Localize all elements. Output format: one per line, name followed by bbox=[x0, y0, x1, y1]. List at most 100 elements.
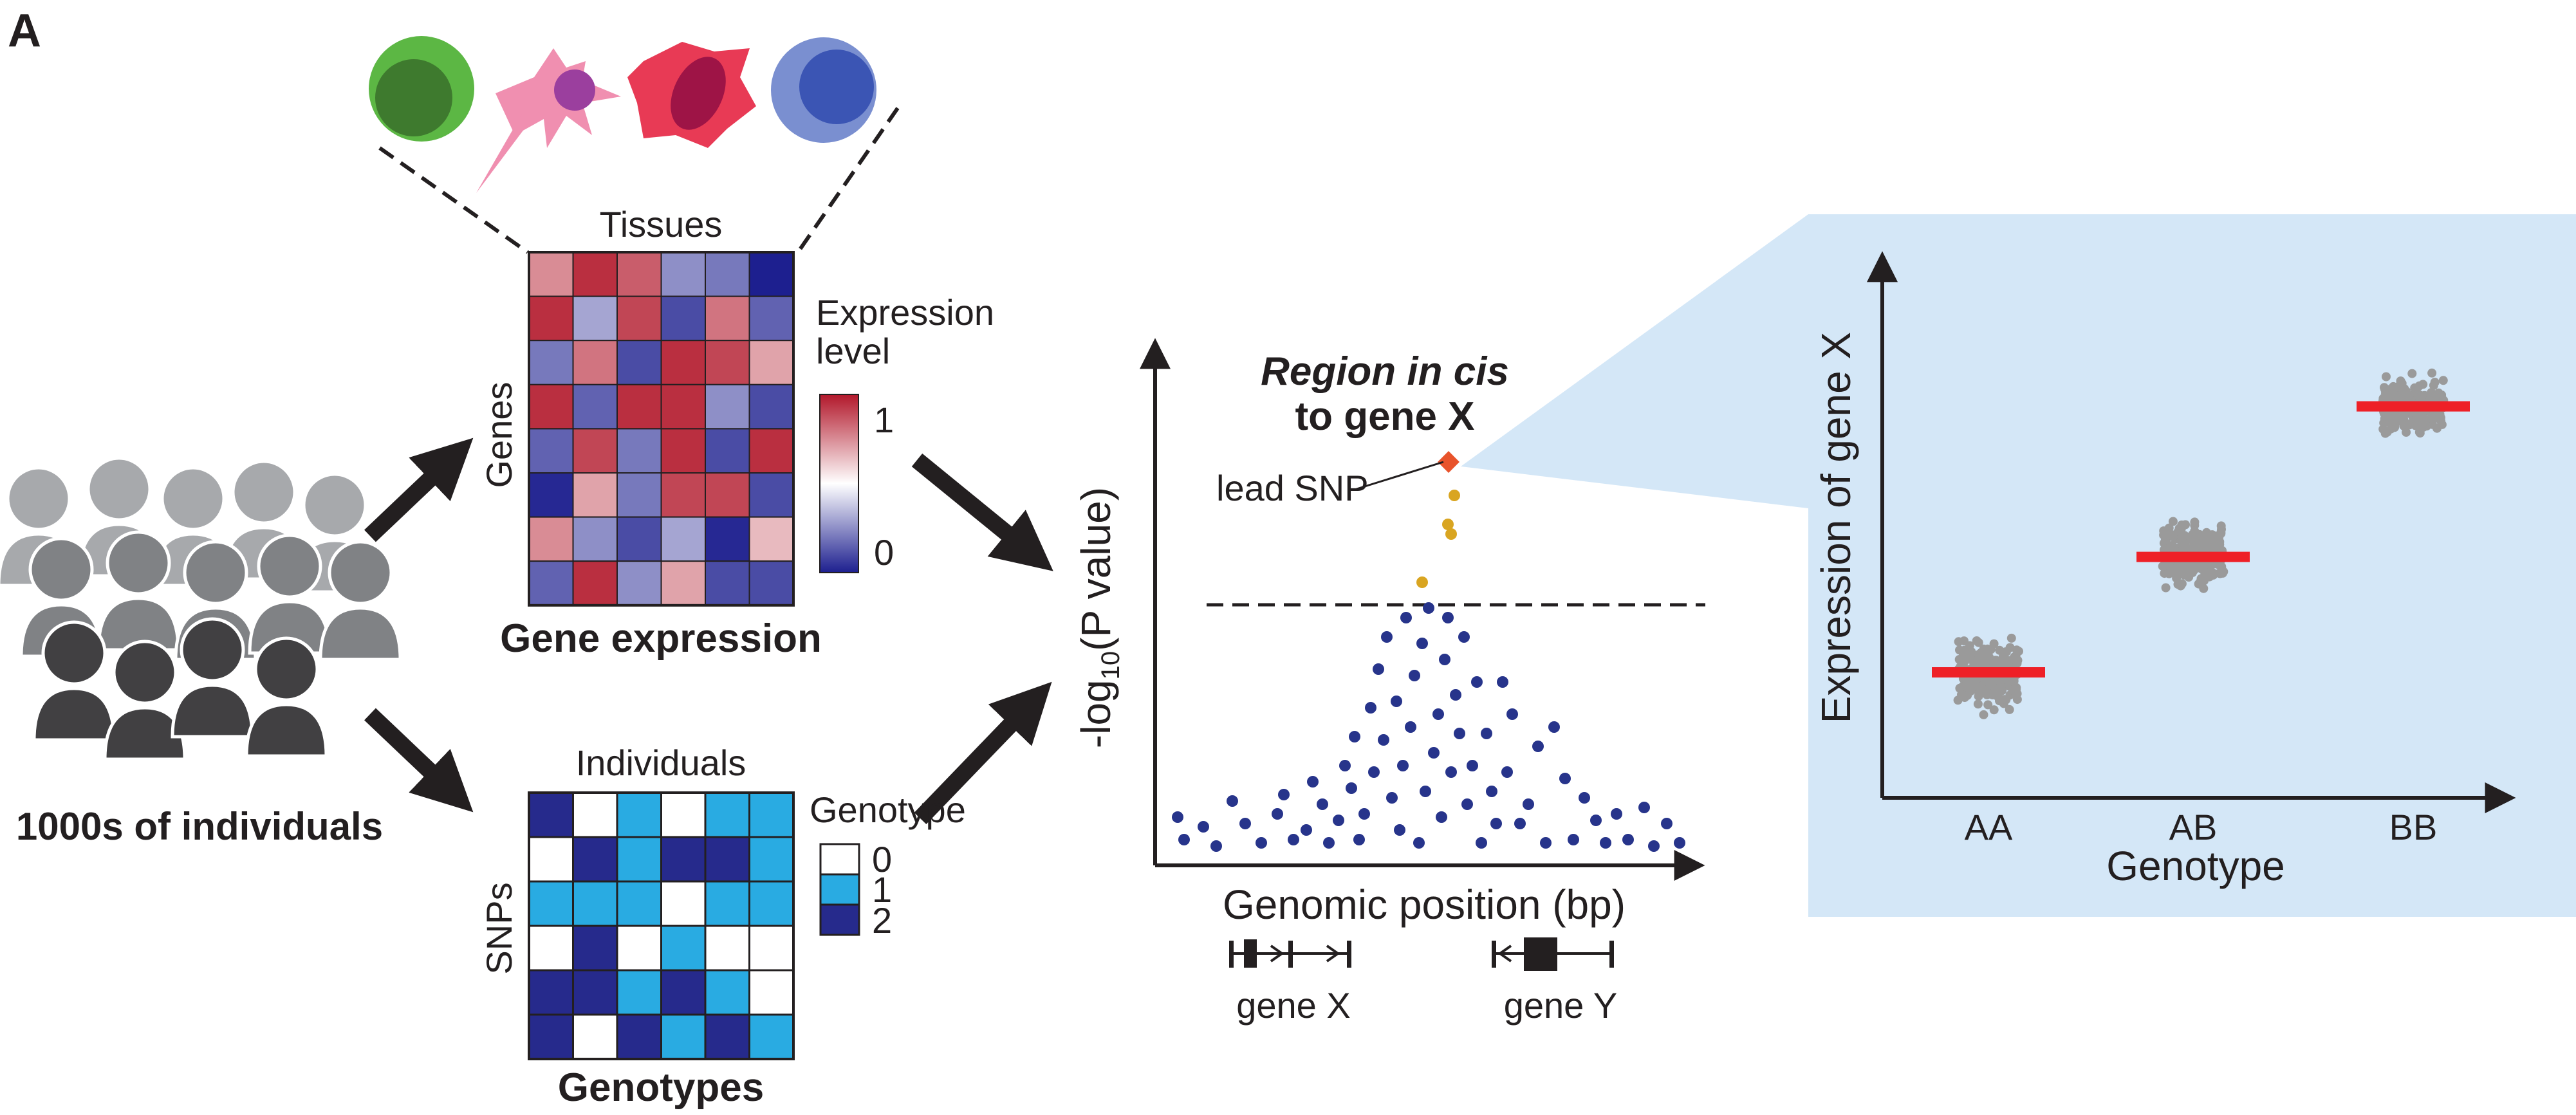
expression-cell bbox=[572, 295, 618, 342]
snp-point bbox=[1458, 631, 1470, 643]
data-point bbox=[2012, 683, 2021, 692]
snp-point bbox=[1611, 808, 1622, 820]
data-point bbox=[2171, 564, 2181, 573]
snp-point bbox=[1420, 786, 1431, 797]
expression-cell bbox=[572, 252, 618, 297]
expression-cell bbox=[572, 472, 618, 518]
manhattan-x-label: Genomic position (bp) bbox=[1223, 881, 1626, 928]
genotype-cell bbox=[572, 1013, 618, 1060]
data-point bbox=[2004, 677, 2014, 687]
cell-types-illustration bbox=[369, 36, 876, 193]
genotype-cell bbox=[572, 925, 618, 972]
expression-cell bbox=[616, 428, 662, 474]
snp-point bbox=[1590, 815, 1602, 826]
expression-cell bbox=[748, 472, 794, 518]
genotype-cell bbox=[704, 836, 750, 883]
data-point bbox=[2177, 533, 2187, 543]
data-point bbox=[1989, 705, 1999, 715]
snp-point bbox=[1445, 766, 1457, 778]
arrow-population-to-expression bbox=[364, 438, 474, 542]
snp-point bbox=[1373, 663, 1384, 675]
data-point bbox=[2417, 391, 2427, 401]
snp-point bbox=[1501, 766, 1513, 778]
genotype-legend-label-0: 0 bbox=[872, 839, 892, 880]
snp-point bbox=[1239, 818, 1251, 829]
data-point bbox=[1983, 700, 1993, 710]
data-point bbox=[1961, 691, 1971, 701]
data-point bbox=[1972, 681, 1981, 691]
genotype-cell bbox=[528, 925, 574, 972]
snp-point bbox=[1339, 760, 1351, 771]
data-point bbox=[1992, 684, 2002, 694]
person-icon bbox=[248, 533, 331, 655]
expression-cell bbox=[616, 472, 662, 518]
data-point bbox=[1982, 690, 1992, 699]
expression-legend-max: 1 bbox=[874, 400, 894, 440]
zoom-region-background bbox=[1461, 214, 2576, 917]
genotype-cell bbox=[704, 880, 750, 927]
snp-point bbox=[1368, 766, 1380, 778]
genotype-legend-label-2: 2 bbox=[872, 900, 892, 941]
data-point bbox=[2169, 545, 2178, 554]
snp-point bbox=[1391, 696, 1402, 707]
snp-point bbox=[1198, 821, 1209, 833]
snp-point bbox=[1506, 708, 1518, 720]
person-icon bbox=[171, 617, 254, 739]
data-point bbox=[2410, 416, 2420, 425]
snp-point bbox=[1432, 708, 1444, 720]
data-point bbox=[2438, 376, 2448, 385]
genotype-cell bbox=[660, 791, 707, 838]
expression-legend-title-line1: Expression bbox=[816, 292, 994, 333]
snp-point bbox=[1648, 840, 1660, 852]
expression-color-scale bbox=[819, 394, 859, 573]
data-point bbox=[2200, 560, 2210, 569]
snp-point bbox=[1661, 818, 1673, 829]
snp-point bbox=[1409, 670, 1420, 681]
data-point bbox=[2382, 372, 2391, 382]
snp-point bbox=[1210, 840, 1222, 852]
snp-point bbox=[1428, 747, 1440, 759]
data-point bbox=[2200, 576, 2209, 585]
data-point bbox=[2197, 544, 2207, 554]
significant-snp-point bbox=[1416, 576, 1428, 588]
data-point bbox=[1985, 680, 1995, 690]
manhattan-y-label-main: -log bbox=[1073, 679, 1119, 748]
gene-y-label: gene Y bbox=[1504, 985, 1617, 1026]
snp-point bbox=[1353, 834, 1365, 845]
genotype-cell bbox=[748, 969, 795, 1016]
expression-cell bbox=[705, 428, 750, 474]
data-point bbox=[2006, 633, 2016, 643]
expression-legend-min: 0 bbox=[874, 532, 894, 573]
lead-snp-label: lead SNP bbox=[1216, 468, 1369, 508]
data-point bbox=[2168, 517, 2178, 526]
snp-point bbox=[1413, 837, 1425, 849]
gene-x-model bbox=[1229, 939, 1351, 968]
snp-point bbox=[1346, 782, 1357, 794]
snp-point bbox=[1497, 676, 1508, 688]
red-cell-icon bbox=[627, 42, 756, 148]
snp-point bbox=[1476, 837, 1487, 849]
expression-cell bbox=[705, 516, 750, 562]
data-point bbox=[2164, 569, 2174, 578]
expression-cell bbox=[748, 428, 794, 474]
data-point bbox=[2215, 537, 2225, 547]
snp-point bbox=[1394, 824, 1405, 836]
snp-point bbox=[1638, 802, 1650, 813]
expression-cell bbox=[660, 428, 706, 474]
expression-cell bbox=[528, 340, 574, 385]
snp-point bbox=[1523, 798, 1534, 810]
expression-cell bbox=[660, 295, 706, 342]
panel-label: A bbox=[8, 5, 41, 57]
significant-snp-point bbox=[1449, 490, 1460, 501]
manhattan-y-label-sub: 10 bbox=[1097, 651, 1125, 680]
snp-point bbox=[1540, 837, 1552, 849]
neuron-cell-icon bbox=[476, 48, 621, 193]
genotype-legend-title: Genotype bbox=[810, 789, 966, 830]
data-point bbox=[2176, 524, 2186, 533]
data-point bbox=[2422, 421, 2431, 431]
expression-by-genotype-chart: Expression of gene X Genotype AA AB BB bbox=[1813, 251, 2516, 889]
region-title-line2: to gene X bbox=[1295, 394, 1474, 439]
genotype-legend-swatch-2 bbox=[819, 903, 860, 936]
x-tick-label: AA bbox=[1965, 807, 2013, 847]
genotype-cell bbox=[748, 836, 795, 883]
